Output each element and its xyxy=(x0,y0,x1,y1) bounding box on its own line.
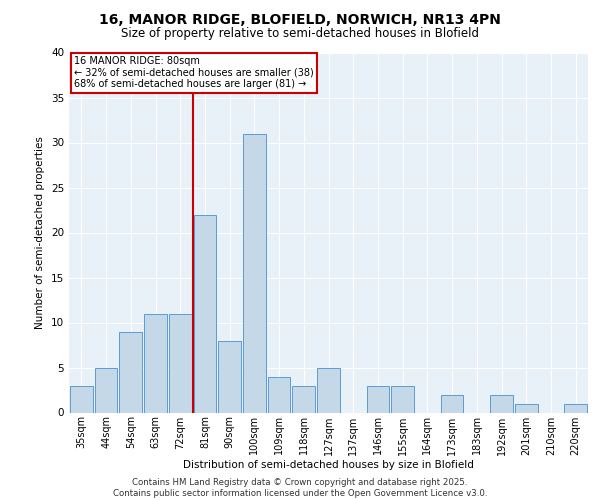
Y-axis label: Number of semi-detached properties: Number of semi-detached properties xyxy=(35,136,46,329)
Bar xyxy=(95,368,118,412)
Bar xyxy=(169,314,191,412)
Bar xyxy=(391,386,414,412)
Bar xyxy=(194,214,216,412)
Bar xyxy=(268,376,290,412)
X-axis label: Distribution of semi-detached houses by size in Blofield: Distribution of semi-detached houses by … xyxy=(183,460,474,470)
Bar xyxy=(292,386,315,412)
Text: Size of property relative to semi-detached houses in Blofield: Size of property relative to semi-detach… xyxy=(121,28,479,40)
Bar xyxy=(367,386,389,412)
Bar xyxy=(119,332,142,412)
Bar xyxy=(490,394,513,412)
Bar xyxy=(70,386,93,412)
Text: Contains HM Land Registry data © Crown copyright and database right 2025.
Contai: Contains HM Land Registry data © Crown c… xyxy=(113,478,487,498)
Bar xyxy=(317,368,340,412)
Bar xyxy=(564,404,587,412)
Bar xyxy=(515,404,538,412)
Bar xyxy=(243,134,266,412)
Text: 16, MANOR RIDGE, BLOFIELD, NORWICH, NR13 4PN: 16, MANOR RIDGE, BLOFIELD, NORWICH, NR13… xyxy=(99,12,501,26)
Bar xyxy=(218,340,241,412)
Bar xyxy=(441,394,463,412)
Bar xyxy=(144,314,167,412)
Text: 16 MANOR RIDGE: 80sqm
← 32% of semi-detached houses are smaller (38)
68% of semi: 16 MANOR RIDGE: 80sqm ← 32% of semi-deta… xyxy=(74,56,314,90)
